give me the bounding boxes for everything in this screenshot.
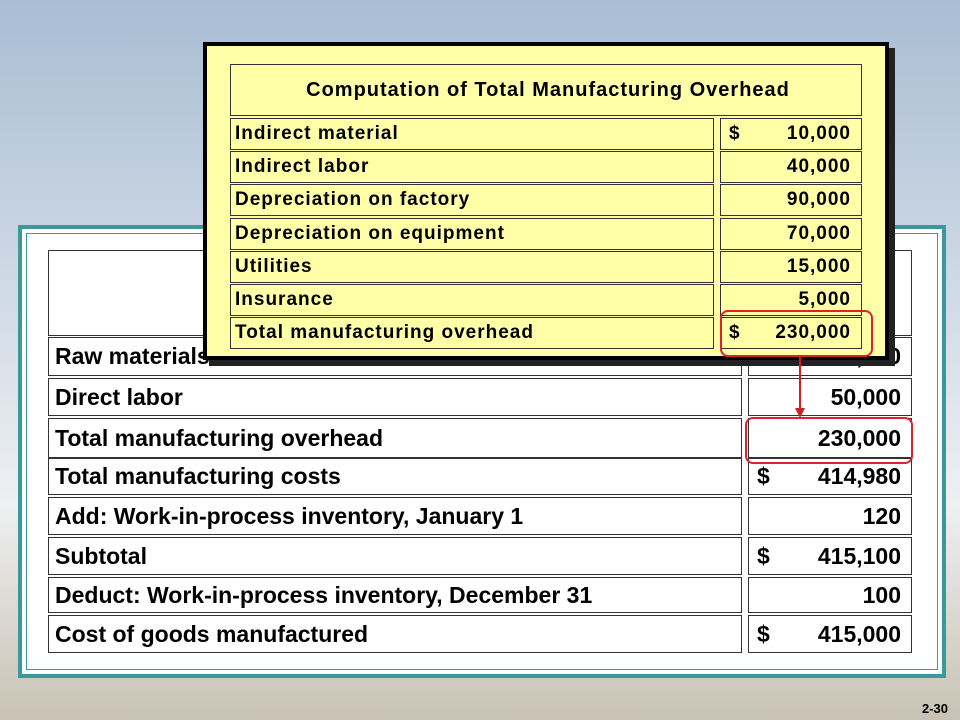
amount: 230,000 [775,322,851,344]
row-label: Utilities [230,250,714,283]
amount: 15,000 [786,255,851,277]
highlight [745,417,913,464]
row-label: Insurance [230,284,714,316]
amount: 230,000 [817,424,901,451]
row-value: 230,000 [748,418,912,458]
arrow-head [795,408,805,418]
row-value: $415,000 [748,615,912,653]
overhead-title: Computation of Total Manufacturing Overh… [230,64,862,116]
amount: 120 [862,502,901,529]
row-value: 40,000 [720,151,862,184]
row-label: Subtotal [48,537,742,575]
amount: 40,000 [786,156,851,178]
currency: $ [757,542,770,569]
amount: 10,000 [786,123,851,144]
amount: 100 [862,581,901,608]
row-label: Depreciation on factory [230,184,714,217]
row-value: $415,100 [748,537,912,575]
amount: 5,000 [798,289,851,310]
currency: $ [757,463,770,489]
row-value: $414,980 [748,458,912,495]
row-label: Indirect material [230,118,714,150]
row-label: Indirect labor [230,151,714,184]
row-value: 120 [748,497,912,535]
amount: 415,000 [817,620,901,647]
row-value: 15,000 [720,250,862,283]
row-value: 90,000 [720,184,862,217]
row-label: Deduct: Work-in-process inventory, Decem… [48,577,742,613]
row-label: Total manufacturing costs [48,458,742,495]
amount: 70,000 [786,222,851,244]
amount: 415,100 [817,542,901,569]
amount: 90,000 [786,189,851,211]
currency: $ [729,123,741,144]
row-label: Add: Work-in-process inventory, January … [48,497,742,535]
row-label: Depreciation on equipment [230,217,714,250]
row-label: Total manufacturing overhead [230,317,714,350]
amount: 414,980 [817,463,901,489]
row-label: Direct labor [48,378,742,416]
currency: $ [729,322,741,344]
currency: $ [757,620,770,647]
row-label: Total manufacturing overhead [48,418,742,458]
amount: 50,000 [830,383,901,410]
row-value: $230,000 [720,317,862,350]
highlight [720,310,873,357]
row-value: 100 [748,577,912,613]
slide-number: 2-30 [921,701,948,716]
row-value: $10,000 [720,118,862,150]
row-value: 70,000 [720,217,862,250]
row-value: 50,000 [748,378,912,416]
row-label: Cost of goods manufactured [48,615,742,653]
